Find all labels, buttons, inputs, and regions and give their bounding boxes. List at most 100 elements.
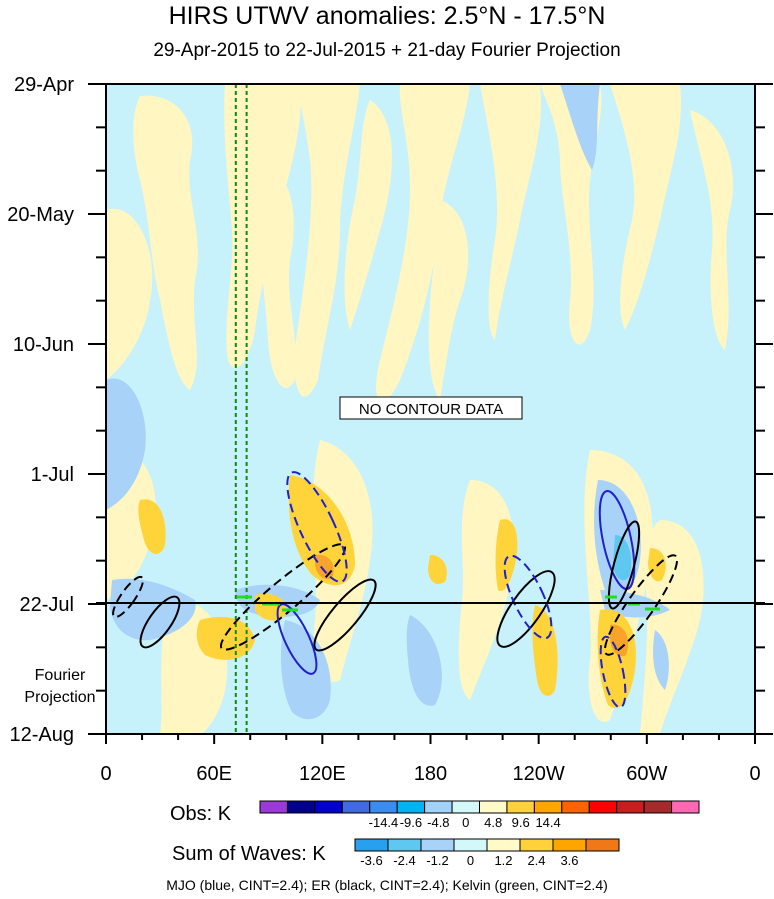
legend-label: -2.4 <box>393 853 415 868</box>
projection-label: Fourier Projection <box>14 665 106 709</box>
anomaly-blob-negative <box>110 578 196 641</box>
waves-legend: -3.6 -2.4 -1.2 0 1.2 2.4 3.6 <box>354 838 620 868</box>
legend-label: -3.6 <box>360 853 382 868</box>
legend-swatch <box>420 838 455 852</box>
anomaly-streak <box>258 160 297 388</box>
legend-swatch <box>506 800 535 814</box>
x-tick-label: 0 <box>749 763 760 785</box>
anomaly-streak <box>428 200 469 400</box>
anomaly-blob-positive <box>196 616 255 660</box>
no-contour-data-frame <box>339 396 523 420</box>
x-tick-label: 120E <box>299 763 346 785</box>
er-contour <box>112 575 144 619</box>
er-contour <box>219 543 347 651</box>
anomaly-blob-negative <box>406 615 442 706</box>
no-contour-data-box: NO CONTOUR DATA <box>339 396 523 420</box>
er-contour <box>607 520 641 610</box>
anomaly-blob-strong <box>610 624 629 657</box>
legend-swatch <box>314 800 343 814</box>
legend-label: 0 <box>462 815 469 830</box>
anomaly-blob-positive <box>428 555 447 585</box>
anomaly-blob-negative <box>560 84 600 170</box>
legend-swatch <box>387 838 422 852</box>
no-contour-data-label: NO CONTOUR DATA <box>359 401 503 418</box>
anomaly-streak <box>294 84 360 397</box>
legend-swatch <box>561 800 590 814</box>
anomaly-blob-positive <box>597 609 636 709</box>
anomaly-streak <box>690 110 734 350</box>
anomaly-streak <box>480 84 541 340</box>
legend-swatch <box>479 800 508 814</box>
mjo-contour <box>276 603 318 675</box>
legend-label: -14.4 <box>369 815 399 830</box>
y-axis: 29-Apr 20-May 10-Jun 1-Jul 22-Jul 12-Aug <box>7 74 773 746</box>
anomaly-streak <box>133 95 198 390</box>
anomaly-blob-positive <box>532 605 558 696</box>
anomaly-blob-strong-negative <box>613 535 632 581</box>
legend-label: -4.8 <box>427 815 449 830</box>
chart-title: HIRS UTWV anomalies: 2.5°N - 17.5°N <box>168 2 606 30</box>
anomaly-blob-negative <box>106 378 146 510</box>
legend-label: -9.6 <box>400 815 422 830</box>
y-tick-label: 20-May <box>7 204 74 226</box>
legend-swatch <box>369 800 398 814</box>
anomaly-blob-positive <box>288 475 355 586</box>
legend-swatch <box>259 800 288 814</box>
chart-subtitle: 29-Apr-2015 to 22-Jul-2015 + 21-day Four… <box>153 40 621 61</box>
y-tick-label: 1-Jul <box>31 464 74 486</box>
y-tick-label: 22-Jul <box>20 594 74 616</box>
x-axis: 0 60E 120E 180 120W 60W 0 <box>100 734 761 785</box>
legend-swatch <box>533 800 563 814</box>
er-contour <box>139 595 181 649</box>
mjo-contour <box>286 471 348 583</box>
legend-label: 2.4 <box>527 853 545 868</box>
anomaly-blob-positive <box>495 519 518 591</box>
er-contour <box>313 578 377 652</box>
x-tick-label: 60W <box>626 763 667 785</box>
legend-swatch <box>588 800 618 814</box>
y-tick-label: 29-Apr <box>14 74 74 96</box>
anomaly-blob-negative <box>653 630 669 690</box>
legend-swatch <box>341 800 371 814</box>
y-tick-label: 10-Jun <box>13 334 74 356</box>
mjo-contour <box>599 635 627 709</box>
anomaly-blob-positive <box>138 499 166 555</box>
x-tick-label: 0 <box>100 763 111 785</box>
legend-label: 3.6 <box>560 853 578 868</box>
legend-swatch <box>519 838 554 852</box>
legend-swatch <box>486 838 521 852</box>
legend-swatch <box>453 838 488 852</box>
projection-label-line2: Projection <box>24 689 96 706</box>
legend-swatch <box>354 838 389 852</box>
anomaly-streak <box>344 100 392 330</box>
legend-swatch <box>552 838 587 852</box>
legend-swatch <box>616 800 645 814</box>
legend-swatch <box>643 800 673 814</box>
legend-swatch <box>286 800 316 814</box>
anomaly-streak <box>376 84 470 402</box>
legend-swatch <box>451 800 480 814</box>
er-contour <box>603 554 679 656</box>
anomaly-streak <box>610 84 681 330</box>
legend-label: 14.4 <box>535 815 560 830</box>
legend-label: 9.6 <box>512 815 530 830</box>
x-tick-label: 180 <box>414 763 447 785</box>
legend-swatch <box>396 800 426 814</box>
legend-swatch <box>424 800 453 814</box>
x-tick-label: 120W <box>513 763 565 785</box>
footer-note: MJO (blue, CINT=2.4); ER (black, CINT=2.… <box>166 877 608 893</box>
legend-swatch <box>585 838 620 852</box>
obs-legend-title: Obs: K <box>170 803 232 825</box>
y-tick-label: 12-Aug <box>10 724 75 746</box>
projection-label-line1: Fourier <box>34 667 86 684</box>
legend-swatch <box>671 800 700 814</box>
reference-lines <box>234 84 248 734</box>
legend-label: 4.8 <box>484 815 502 830</box>
legend-label: 0 <box>467 853 474 868</box>
waves-legend-title: Sum of Waves: K <box>172 843 326 865</box>
legend-label: 1.2 <box>494 853 512 868</box>
obs-legend: -14.4 -9.6 -4.8 0 4.8 9.6 14.4 <box>259 800 700 830</box>
anomaly-streak <box>106 208 153 380</box>
legend-label: -1.2 <box>426 853 448 868</box>
